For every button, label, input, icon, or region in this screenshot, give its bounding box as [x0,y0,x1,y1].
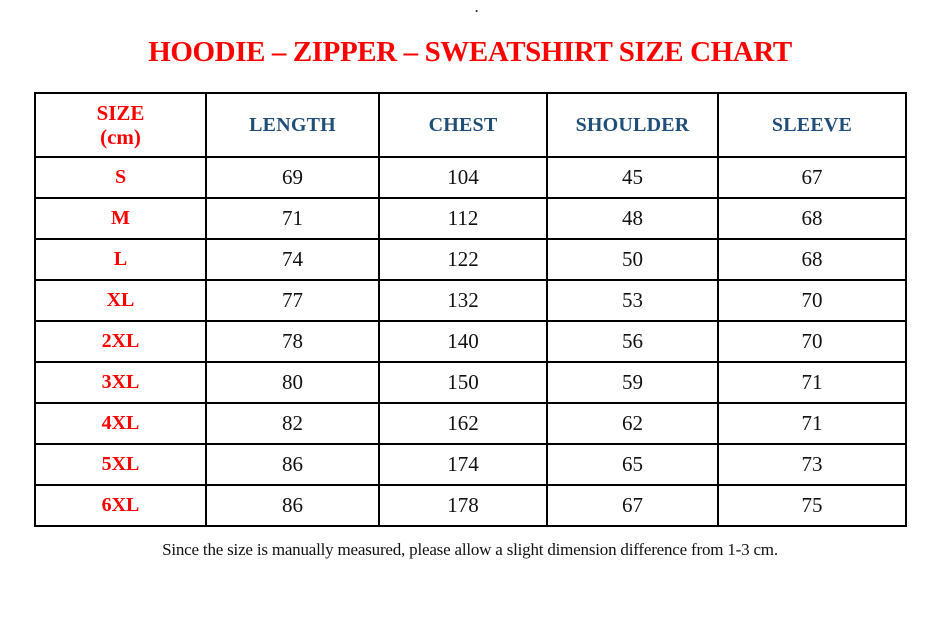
table-row: 5XL 86 174 65 73 [34,443,907,486]
column-header-chest: CHEST [378,92,548,158]
shoulder-cell: 48 [546,197,719,240]
column-header-shoulder: SHOULDER [546,92,719,158]
column-header-length: LENGTH [205,92,380,158]
shoulder-cell: 50 [546,238,719,281]
column-header-sleeve: SLEEVE [717,92,907,158]
sleeve-cell: 73 [717,443,907,486]
size-cell: L [34,238,207,281]
size-cell: XL [34,279,207,322]
chest-cell: 178 [378,484,548,527]
table-row: M 71 112 48 68 [34,197,907,240]
table-row: 6XL 86 178 67 75 [34,484,907,527]
shoulder-cell: 56 [546,320,719,363]
length-cell: 77 [205,279,380,322]
size-header-line2: (cm) [100,125,141,149]
table-row: S 69 104 45 67 [34,156,907,199]
table-header-row: SIZE (cm) LENGTH CHEST SHOULDER SLEEVE [34,92,907,158]
page-title: HOODIE – ZIPPER – SWEATSHIRT SIZE CHART [148,36,792,68]
chest-cell: 174 [378,443,548,486]
chest-cell: 104 [378,156,548,199]
size-cell: 2XL [34,320,207,363]
sleeve-cell: 68 [717,197,907,240]
column-header-size: SIZE (cm) [34,92,207,158]
size-cell: 5XL [34,443,207,486]
chest-cell: 122 [378,238,548,281]
length-cell: 80 [205,361,380,404]
sleeve-cell: 71 [717,402,907,445]
shoulder-cell: 67 [546,484,719,527]
sleeve-cell: 71 [717,361,907,404]
sleeve-cell: 67 [717,156,907,199]
stray-dot-mark: . [475,0,479,15]
sleeve-cell: 70 [717,320,907,363]
shoulder-cell: 45 [546,156,719,199]
length-cell: 74 [205,238,380,281]
table-row: 2XL 78 140 56 70 [34,320,907,363]
shoulder-cell: 59 [546,361,719,404]
chest-cell: 132 [378,279,548,322]
chest-cell: 140 [378,320,548,363]
sleeve-cell: 70 [717,279,907,322]
size-header-line1: SIZE [96,100,145,125]
shoulder-cell: 62 [546,402,719,445]
chest-cell: 150 [378,361,548,404]
length-cell: 71 [205,197,380,240]
table-row: XL 77 132 53 70 [34,279,907,322]
shoulder-cell: 53 [546,279,719,322]
table-row: 4XL 82 162 62 71 [34,402,907,445]
size-chart-table: SIZE (cm) LENGTH CHEST SHOULDER SLEEVE S… [34,92,907,527]
size-cell: S [34,156,207,199]
sleeve-cell: 75 [717,484,907,527]
length-cell: 86 [205,484,380,527]
length-cell: 86 [205,443,380,486]
length-cell: 78 [205,320,380,363]
chest-cell: 162 [378,402,548,445]
size-cell: 4XL [34,402,207,445]
table-row: L 74 122 50 68 [34,238,907,281]
size-cell: 3XL [34,361,207,404]
size-cell: 6XL [34,484,207,527]
length-cell: 82 [205,402,380,445]
shoulder-cell: 65 [546,443,719,486]
measurement-disclaimer: Since the size is manually measured, ple… [162,540,778,559]
size-cell: M [34,197,207,240]
table-row: 3XL 80 150 59 71 [34,361,907,404]
sleeve-cell: 68 [717,238,907,281]
chest-cell: 112 [378,197,548,240]
length-cell: 69 [205,156,380,199]
